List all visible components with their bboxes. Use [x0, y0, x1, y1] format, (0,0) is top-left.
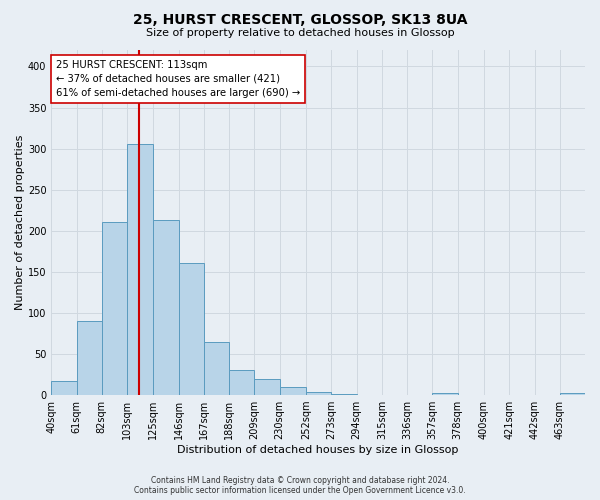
Bar [560, 394, 585, 395]
Bar [306, 392, 331, 395]
Bar [229, 370, 254, 395]
X-axis label: Distribution of detached houses by size in Glossop: Distribution of detached houses by size … [178, 445, 459, 455]
Bar [331, 394, 356, 395]
Bar [433, 392, 458, 395]
Bar [154, 220, 179, 395]
Y-axis label: Number of detached properties: Number of detached properties [15, 135, 25, 310]
Bar [102, 222, 127, 395]
Bar [280, 387, 306, 395]
Bar [204, 342, 229, 395]
Text: 25, HURST CRESCENT, GLOSSOP, SK13 8UA: 25, HURST CRESCENT, GLOSSOP, SK13 8UA [133, 12, 467, 26]
Bar [51, 381, 77, 395]
Bar [127, 144, 154, 395]
Bar [179, 263, 204, 395]
Bar [77, 321, 102, 395]
Text: Size of property relative to detached houses in Glossop: Size of property relative to detached ho… [146, 28, 454, 38]
Bar [254, 378, 280, 395]
Text: Contains HM Land Registry data © Crown copyright and database right 2024.
Contai: Contains HM Land Registry data © Crown c… [134, 476, 466, 495]
Text: 25 HURST CRESCENT: 113sqm
← 37% of detached houses are smaller (421)
61% of semi: 25 HURST CRESCENT: 113sqm ← 37% of detac… [56, 60, 301, 98]
